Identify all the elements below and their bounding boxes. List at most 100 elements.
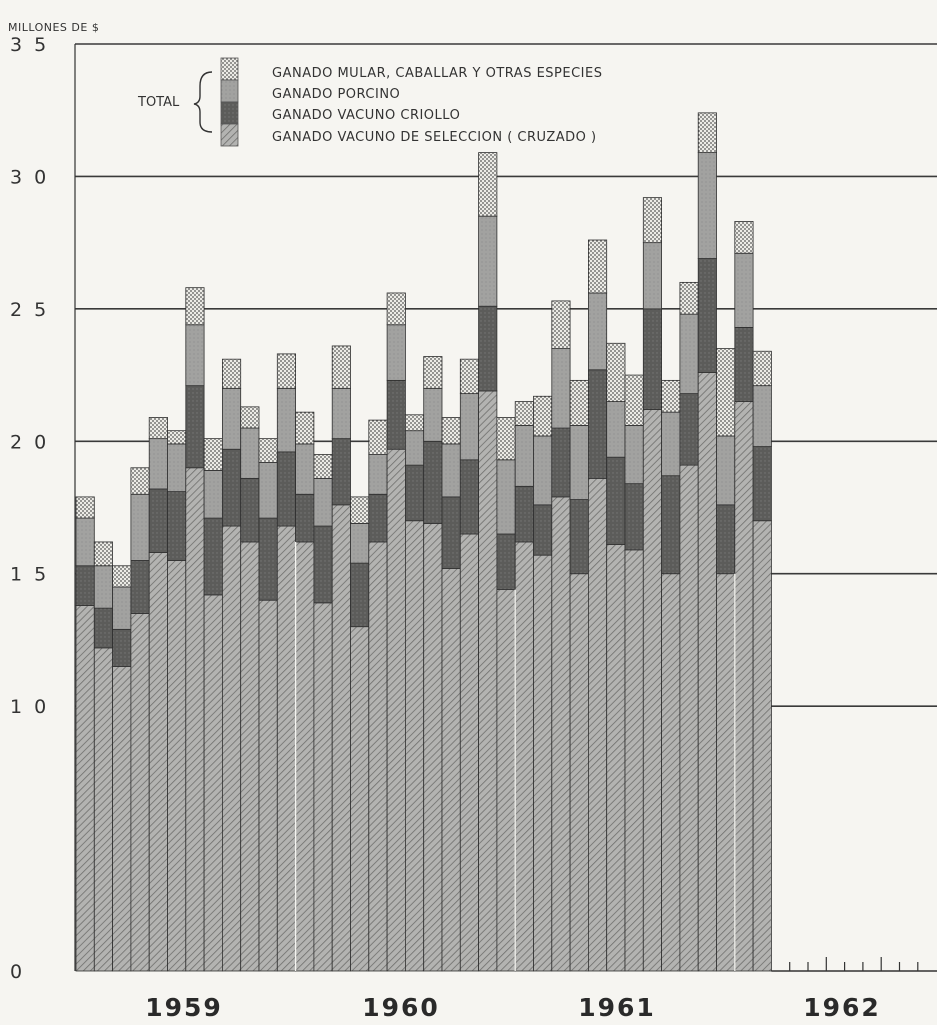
bar-segment-mular [276, 353, 296, 389]
bar-month-32 [642, 197, 662, 972]
bar-segment-seleccion [130, 613, 150, 972]
bar-segment-porcino [624, 424, 644, 485]
bar-segment-seleccion [258, 599, 278, 972]
bar-segment-mular [441, 417, 461, 445]
bar-month-26 [533, 395, 553, 972]
bar-segment-seleccion [423, 522, 443, 972]
y-tick-label: 1 5 [10, 564, 49, 586]
bar-segment-porcino [167, 443, 187, 493]
x-tick-label-1962: 1962 [803, 993, 881, 1022]
bar-segment-criollo [368, 493, 388, 543]
bar-segment-criollo [93, 607, 114, 649]
bar-month-7 [185, 287, 205, 972]
bar-month-10 [240, 406, 260, 972]
bar-month-6 [167, 430, 187, 972]
bar-segment-criollo [514, 485, 534, 543]
bar-month-18 [386, 292, 406, 972]
bar-month-11 [258, 438, 278, 972]
bar-month-2 [93, 541, 114, 972]
bar-segment-seleccion [734, 401, 754, 972]
x-tick-labels: 1959 1960 1961 1962 [145, 993, 881, 1022]
bar-segment-porcino [75, 517, 95, 567]
bar-segment-porcino [295, 443, 315, 495]
bar-month-37 [734, 221, 754, 972]
bar-segment-mular [295, 411, 315, 445]
legend-swatch-porcino [220, 79, 239, 103]
bar-segment-porcino [423, 387, 443, 442]
bar-segment-seleccion [368, 541, 388, 972]
bar-month-12 [276, 353, 296, 972]
bar-month-38 [752, 350, 772, 972]
bar-segment-criollo [148, 488, 168, 553]
bar-segment-mular [734, 221, 754, 254]
bar-segment-seleccion [624, 549, 644, 972]
bar-segment-seleccion [478, 390, 498, 972]
bar-segment-criollo [606, 456, 626, 545]
bar-month-30 [606, 342, 626, 972]
y-tick-label: 0 [10, 961, 25, 983]
bar-segment-seleccion [642, 409, 662, 972]
bar-segment-seleccion [75, 605, 95, 972]
bar-month-5 [148, 417, 168, 972]
bar-segment-seleccion [514, 541, 534, 972]
bar-segment-seleccion [112, 666, 132, 972]
bar-segment-mular [386, 292, 406, 326]
bar-segment-seleccion [551, 496, 571, 972]
bar-segment-mular [404, 414, 425, 432]
bar-segment-mular [697, 112, 717, 153]
legend-entry-seleccion: GANADO VACUNO DE SELECCION ( CRUZADO ) [272, 130, 597, 145]
bar-month-35 [697, 112, 717, 972]
bar-segment-seleccion [203, 594, 223, 972]
bar-segment-mular [752, 350, 772, 387]
bar-segment-porcino [221, 387, 242, 450]
x-tick-label-1960: 1960 [362, 993, 440, 1022]
bar-segment-seleccion [240, 541, 260, 972]
bar-segment-porcino [734, 252, 754, 328]
bar-segment-porcino [588, 292, 608, 371]
bar-segment-porcino [93, 565, 114, 609]
bar-month-15 [331, 345, 351, 972]
bar-segment-criollo [423, 440, 443, 524]
bar-segment-criollo [624, 483, 644, 551]
bar-month-20 [423, 356, 443, 972]
bar-segment-mular [551, 300, 571, 349]
bar-segment-criollo [588, 369, 608, 479]
legend-entry-mular: GANADO MULAR, CABALLAR Y OTRAS ESPECIES [272, 66, 602, 81]
y-tick-label: 3 0 [10, 166, 49, 188]
bar-segment-mular [221, 358, 242, 389]
bar-segment-mular [313, 454, 333, 479]
bar-segment-mular [459, 358, 479, 395]
bar-segment-seleccion [661, 573, 681, 972]
bar-segment-mular [167, 430, 187, 445]
bar-segment-porcino [350, 522, 370, 564]
bar-segment-criollo [752, 446, 772, 522]
bar-segment-porcino [642, 242, 662, 310]
bar-segment-criollo [350, 562, 370, 628]
bar-month-21 [441, 417, 461, 972]
bar-segment-porcino [569, 424, 589, 500]
bar-month-34 [679, 281, 699, 972]
bar-segment-criollo [716, 504, 736, 575]
bar-segment-mular [185, 287, 205, 326]
bar-month-19 [404, 414, 425, 972]
legend-swatch-seleccion [220, 123, 239, 147]
bar-segment-porcino [386, 324, 406, 381]
y-tick-label: 1 0 [10, 696, 49, 718]
bar-segment-mular [624, 374, 644, 426]
bar-segment-porcino [313, 477, 333, 527]
bar-segment-mular [661, 379, 681, 413]
bar-segment-seleccion [679, 464, 699, 972]
bar-segment-criollo [478, 305, 498, 392]
bar-month-25 [514, 401, 534, 972]
bar-segment-mular [368, 419, 388, 455]
bar-segment-criollo [295, 493, 315, 543]
bar-segment-criollo [533, 504, 553, 556]
bar-month-31 [624, 374, 644, 972]
bar-segment-porcino [459, 393, 479, 461]
bar-segment-criollo [661, 475, 681, 575]
bar-segment-mular [533, 395, 553, 437]
bar-segment-mular [478, 152, 498, 217]
bar-segment-seleccion [716, 573, 736, 972]
bar-segment-seleccion [313, 602, 333, 972]
bar-segment-mular [258, 438, 278, 463]
